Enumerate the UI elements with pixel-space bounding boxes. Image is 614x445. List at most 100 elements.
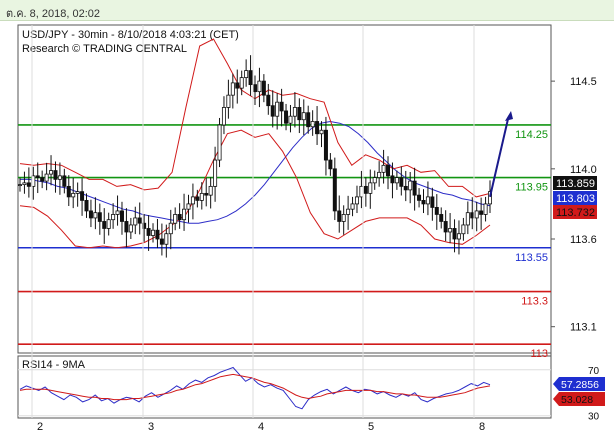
rsi-tag-label: 53.028 [561, 394, 593, 406]
candle-body [137, 217, 142, 224]
level-label: 113.95 [515, 182, 548, 194]
candle-body [297, 107, 302, 121]
candle-body [421, 200, 426, 205]
rsi-title: RSI14 - 9MA [22, 359, 86, 371]
candle-body [177, 214, 182, 221]
candle-body [119, 210, 124, 222]
candle-body [479, 210, 484, 215]
candle-body [97, 212, 102, 222]
candle-body [17, 184, 22, 187]
candle-body [57, 175, 62, 180]
candle-body [35, 175, 40, 178]
candle-body [487, 191, 492, 205]
y-tick-label: 114.0 [570, 164, 597, 176]
candle-body [93, 212, 98, 219]
candle-body [195, 196, 200, 201]
candle-body [363, 185, 368, 194]
candle-body [368, 182, 373, 194]
candle-body [372, 177, 377, 184]
candle-body [430, 196, 435, 208]
candle-body [190, 196, 195, 205]
candle-body [350, 203, 355, 210]
candle-body [213, 159, 218, 187]
candle-body [88, 210, 93, 219]
candle-body [284, 110, 289, 124]
candle-body [425, 196, 430, 205]
y-tick-label: 114.5 [570, 76, 597, 88]
candle-body [111, 214, 116, 221]
candle-body [66, 185, 71, 198]
candle-body [164, 233, 169, 245]
candle-body [288, 115, 293, 124]
rsi-tick-label: 70 [588, 366, 600, 377]
candle-body [417, 194, 422, 201]
candle-body [315, 121, 320, 135]
candle-body [71, 192, 76, 198]
candle-body [403, 185, 408, 191]
candle-body [62, 175, 67, 187]
candle-body [252, 84, 257, 93]
candle-body [221, 107, 226, 126]
candle-body [151, 229, 156, 236]
candle-body [128, 224, 133, 233]
rsi-tag [553, 392, 605, 406]
x-tick-label: 8 [479, 421, 485, 433]
candle-body [186, 203, 191, 210]
y-tick-label: 113.1 [570, 322, 597, 334]
candle-body [49, 170, 54, 175]
indicator-line [19, 129, 491, 249]
timestamp-label: ต.ค. 8, 2018, 02:02 [6, 8, 101, 20]
candle-body [470, 212, 475, 219]
candle-body [80, 191, 85, 201]
candle-body [261, 80, 266, 96]
rsi-tag-label: 57.2856 [561, 379, 599, 391]
candle-body [168, 222, 173, 235]
candle-body [106, 219, 111, 229]
arrow-head [505, 110, 513, 121]
candle-body [230, 82, 235, 96]
x-tick-label: 5 [368, 421, 374, 433]
y-tick-label: 113.6 [570, 234, 597, 246]
candle-body [133, 217, 138, 226]
candle-body [115, 210, 120, 215]
candle-body [235, 82, 240, 89]
candle-body [84, 200, 89, 212]
candle-body [448, 228, 453, 233]
candle-body [341, 214, 346, 222]
candle-body [310, 121, 315, 128]
candle-body [399, 177, 404, 187]
timestamp-bar: ต.ค. 8, 2018, 02:02 [0, 0, 614, 21]
candle-body [275, 101, 280, 117]
candle-body [257, 80, 262, 93]
candle-body [173, 214, 178, 224]
candle-body [354, 196, 359, 205]
candle-body [266, 94, 271, 107]
candle-body [465, 212, 470, 226]
price-tag [553, 191, 597, 205]
candle-body [53, 170, 58, 180]
candle-body [26, 182, 31, 187]
projection-arrow [489, 118, 509, 198]
candle-body [146, 228, 151, 236]
candle-body [394, 177, 399, 184]
price-tag [553, 205, 597, 219]
candle-body [244, 70, 249, 79]
candle-body [390, 175, 395, 184]
candle-body [474, 210, 479, 219]
candle-body [443, 221, 448, 233]
candle-body [159, 238, 164, 245]
rsi-tag [553, 377, 605, 391]
chart-title: USD/JPY - 30min - 8/10/2018 4:03:21 (CET… [22, 29, 239, 41]
rsi-tick-label: 30 [588, 412, 600, 423]
candle-body [346, 208, 351, 215]
candle-body [483, 203, 488, 215]
candle-body [204, 192, 209, 196]
candle-body [292, 107, 297, 117]
x-tick-label: 2 [37, 421, 43, 433]
candle-body [452, 228, 457, 240]
level-label: 114.25 [515, 129, 548, 141]
level-label: 113.55 [515, 252, 548, 264]
candle-body [40, 177, 45, 182]
